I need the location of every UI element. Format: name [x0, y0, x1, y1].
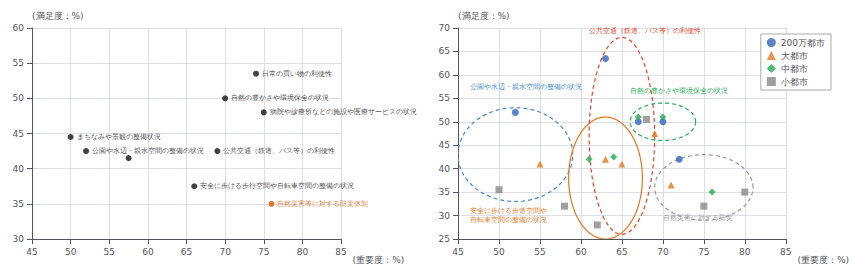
svg-text:60: 60	[13, 23, 25, 33]
svg-text:65: 65	[439, 46, 450, 56]
svg-text:大都市: 大都市	[781, 51, 808, 61]
svg-text:55: 55	[534, 247, 545, 257]
svg-text:55: 55	[439, 93, 450, 103]
svg-text:60: 60	[575, 247, 587, 257]
svg-text:(満足度：%): (満足度：%)	[32, 11, 84, 21]
svg-text:自転車空間の整備の状況: 自転車空間の整備の状況	[470, 216, 547, 224]
svg-text:75: 75	[258, 247, 269, 257]
svg-text:50: 50	[439, 117, 451, 127]
svg-text:65: 65	[616, 247, 627, 257]
svg-text:65: 65	[181, 247, 192, 257]
svg-text:中都市: 中都市	[781, 64, 808, 74]
svg-text:公共交通（鉄道、バス等）の利便性: 公共交通（鉄道、バス等）の利便性	[589, 27, 701, 35]
svg-text:自然災害等に対する防災体制: 自然災害等に対する防災体制	[277, 200, 368, 208]
svg-text:40: 40	[439, 164, 451, 174]
svg-text:200万都市: 200万都市	[781, 38, 825, 48]
svg-text:70: 70	[439, 23, 451, 33]
svg-text:75: 75	[698, 247, 709, 257]
svg-text:55: 55	[104, 247, 115, 257]
svg-text:まちなみや景観の整備状況: まちなみや景観の整備状況	[77, 133, 161, 141]
svg-text:安全に歩ける歩道空間や: 安全に歩ける歩道空間や	[470, 207, 547, 215]
svg-text:45: 45	[13, 129, 24, 139]
svg-text:30: 30	[439, 211, 451, 221]
svg-text:50: 50	[65, 247, 77, 257]
svg-text:自然の豊かさや環境保全の状況: 自然の豊かさや環境保全の状況	[630, 87, 728, 95]
svg-text:(重要度：%): (重要度：%)	[353, 255, 405, 265]
svg-text:85: 85	[780, 247, 791, 257]
svg-text:85: 85	[335, 247, 346, 257]
svg-text:80: 80	[739, 247, 751, 257]
svg-text:25: 25	[439, 234, 450, 244]
svg-text:45: 45	[439, 140, 450, 150]
svg-text:70: 70	[219, 247, 231, 257]
svg-text:55: 55	[13, 58, 24, 68]
svg-text:60: 60	[142, 247, 154, 257]
svg-text:30: 30	[13, 234, 25, 244]
svg-text:45: 45	[452, 247, 463, 257]
svg-text:自然災害に対する防災: 自然災害に対する防災	[663, 214, 733, 222]
svg-text:公園や水辺・親水空間の整備の状況: 公園や水辺・親水空間の整備の状況	[470, 83, 582, 91]
svg-text:40: 40	[13, 164, 25, 174]
svg-text:公共交通（鉄道、バス等）の利便性: 公共交通（鉄道、バス等）の利便性	[223, 147, 335, 155]
svg-text:公園や水辺・親水空間の整備の状況: 公園や水辺・親水空間の整備の状況	[92, 147, 204, 155]
svg-text:60: 60	[439, 70, 451, 80]
svg-text:35: 35	[439, 187, 450, 197]
svg-text:35: 35	[13, 199, 24, 209]
svg-text:80: 80	[297, 247, 309, 257]
svg-text:日常の買い物の利便性: 日常の買い物の利便性	[262, 70, 332, 78]
svg-text:(重要度：%): (重要度：%)	[797, 255, 849, 265]
svg-text:(満足度：%): (満足度：%)	[458, 11, 510, 21]
svg-text:病院や診療所などの施設や医療サービスの状況: 病院や診療所などの施設や医療サービスの状況	[270, 108, 417, 116]
svg-text:安全に歩ける歩行空間や自転車空間の整備の状況: 安全に歩ける歩行空間や自転車空間の整備の状況	[200, 182, 354, 190]
svg-text:45: 45	[26, 247, 37, 257]
svg-text:小都市: 小都市	[781, 77, 808, 87]
svg-text:自然の豊かさや環境保全の状況: 自然の豊かさや環境保全の状況	[231, 94, 329, 102]
svg-text:70: 70	[657, 247, 669, 257]
svg-text:50: 50	[13, 93, 25, 103]
svg-text:50: 50	[493, 247, 505, 257]
